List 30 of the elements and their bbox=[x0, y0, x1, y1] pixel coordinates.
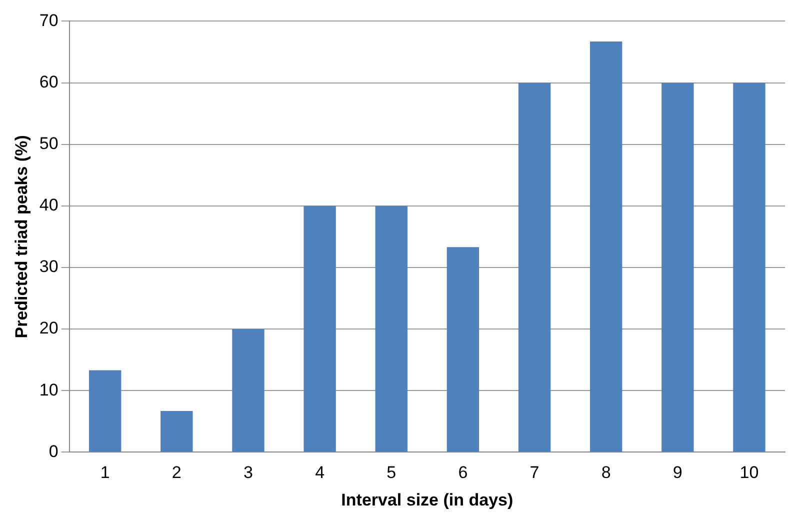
bar bbox=[375, 206, 408, 452]
x-tick-label: 1 bbox=[100, 463, 110, 482]
x-tick-label: 9 bbox=[672, 463, 682, 482]
y-tick-label: 60 bbox=[39, 72, 58, 92]
x-tick-label: 4 bbox=[315, 463, 325, 482]
x-tick-label: 2 bbox=[172, 463, 182, 482]
bar bbox=[662, 82, 694, 452]
x-tick-label: 10 bbox=[740, 463, 759, 482]
x-tick-label: 5 bbox=[386, 463, 396, 482]
y-tick-label: 10 bbox=[39, 380, 58, 400]
bar bbox=[446, 247, 480, 452]
bar bbox=[304, 206, 336, 452]
x-tick-label: 8 bbox=[601, 463, 611, 482]
x-axis-title: Interval size (in days) bbox=[341, 490, 514, 510]
y-tick-label: 40 bbox=[39, 196, 58, 215]
x-tick-label: 6 bbox=[458, 463, 468, 482]
bar bbox=[590, 42, 622, 452]
y-tick-label: 30 bbox=[39, 257, 58, 276]
x-tick-label: 3 bbox=[244, 463, 253, 482]
x-tick-label: 7 bbox=[530, 463, 540, 482]
bar bbox=[733, 82, 766, 452]
bar bbox=[518, 82, 551, 452]
bar bbox=[160, 410, 193, 452]
bar bbox=[88, 370, 122, 452]
y-tick-label: 20 bbox=[39, 318, 58, 338]
y-axis-title: Predicted triad peaks (%) bbox=[12, 135, 31, 338]
bar bbox=[232, 329, 264, 452]
y-tick-label: 50 bbox=[39, 134, 58, 154]
y-tick-label: 0 bbox=[48, 442, 58, 461]
y-tick-label: 70 bbox=[39, 10, 58, 30]
